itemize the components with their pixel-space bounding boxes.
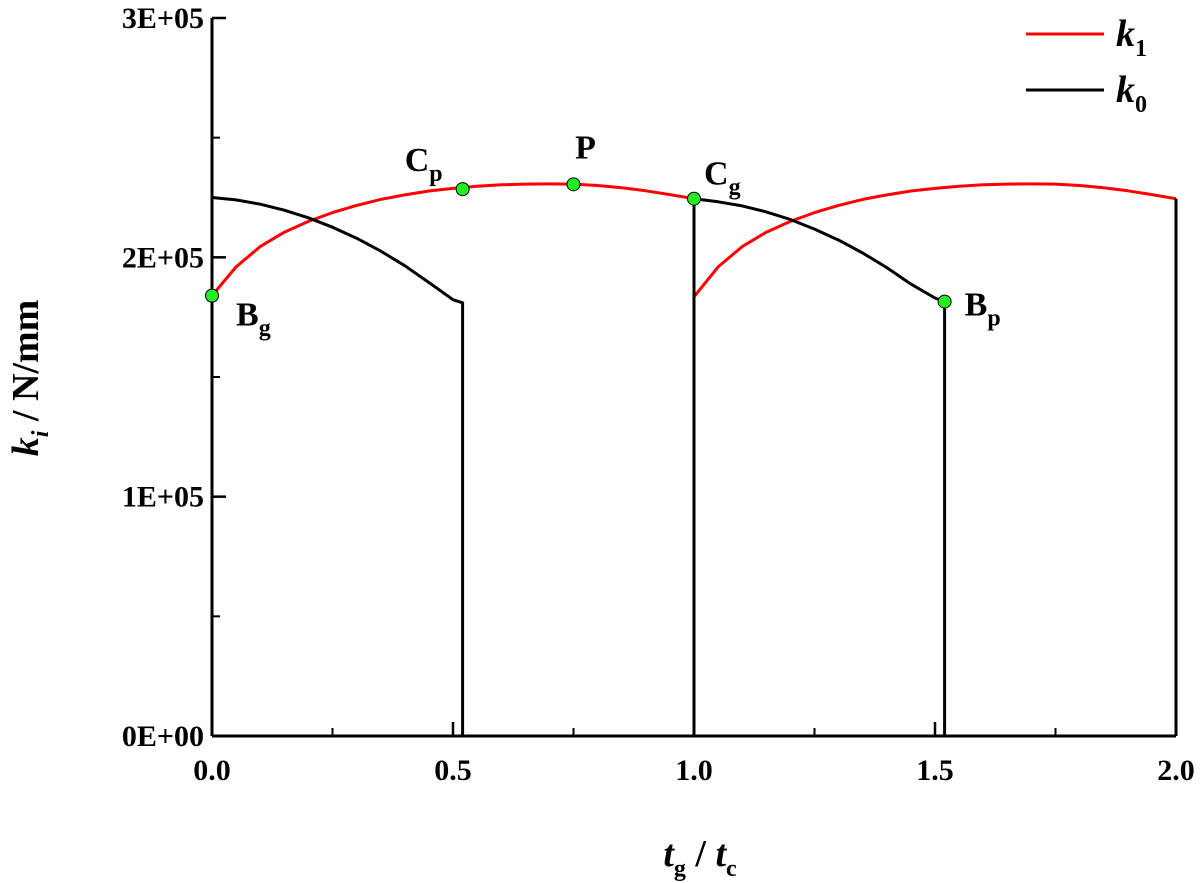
marker-point: [566, 177, 581, 192]
marker-point: [687, 191, 701, 206]
series-k1-line: [210, 182, 695, 297]
annotation-label: Bg: [236, 297, 271, 342]
series-k1-line: [692, 182, 1177, 298]
y-tick-label: 2E+05: [122, 241, 204, 274]
y-tick-label: 3E+05: [122, 2, 204, 35]
annotation-label: Bp: [965, 287, 1001, 332]
legend-label-k0: k0: [1116, 69, 1147, 118]
series-k0-line: [692, 197, 947, 736]
x-tick-label: 2.0: [1157, 754, 1195, 787]
markers-layer: [205, 177, 952, 309]
y-tick-label: 0E+00: [122, 720, 204, 753]
y-tick-label: 1E+05: [122, 481, 204, 514]
annotation-label: Cg: [704, 156, 741, 201]
x-tick-label: 0.5: [434, 754, 472, 787]
x-tick-label: 0.0: [193, 754, 231, 787]
x-tick-label: 1.0: [675, 754, 713, 787]
y-axis-label: ki / N/mm: [5, 300, 54, 457]
legend-label-k1: k1: [1116, 13, 1147, 62]
x-tick-label: 1.5: [916, 754, 954, 787]
marker-point: [937, 294, 952, 309]
series-k0-line: [211, 196, 465, 736]
marker-point: [205, 288, 219, 303]
x-axis-label: tg / tc: [663, 833, 737, 882]
series-layer: [210, 182, 1178, 736]
marker-point: [455, 182, 470, 197]
annotations-layer: Bg Cp P Cg Bp: [236, 129, 1001, 341]
annotation-label: P: [575, 129, 596, 166]
axes: 0.0 0.5 1.0 1.5 2.0 0E+00 1E+05 2E+05 3E+05: [122, 2, 1195, 787]
annotation-label: Cp: [405, 142, 443, 187]
